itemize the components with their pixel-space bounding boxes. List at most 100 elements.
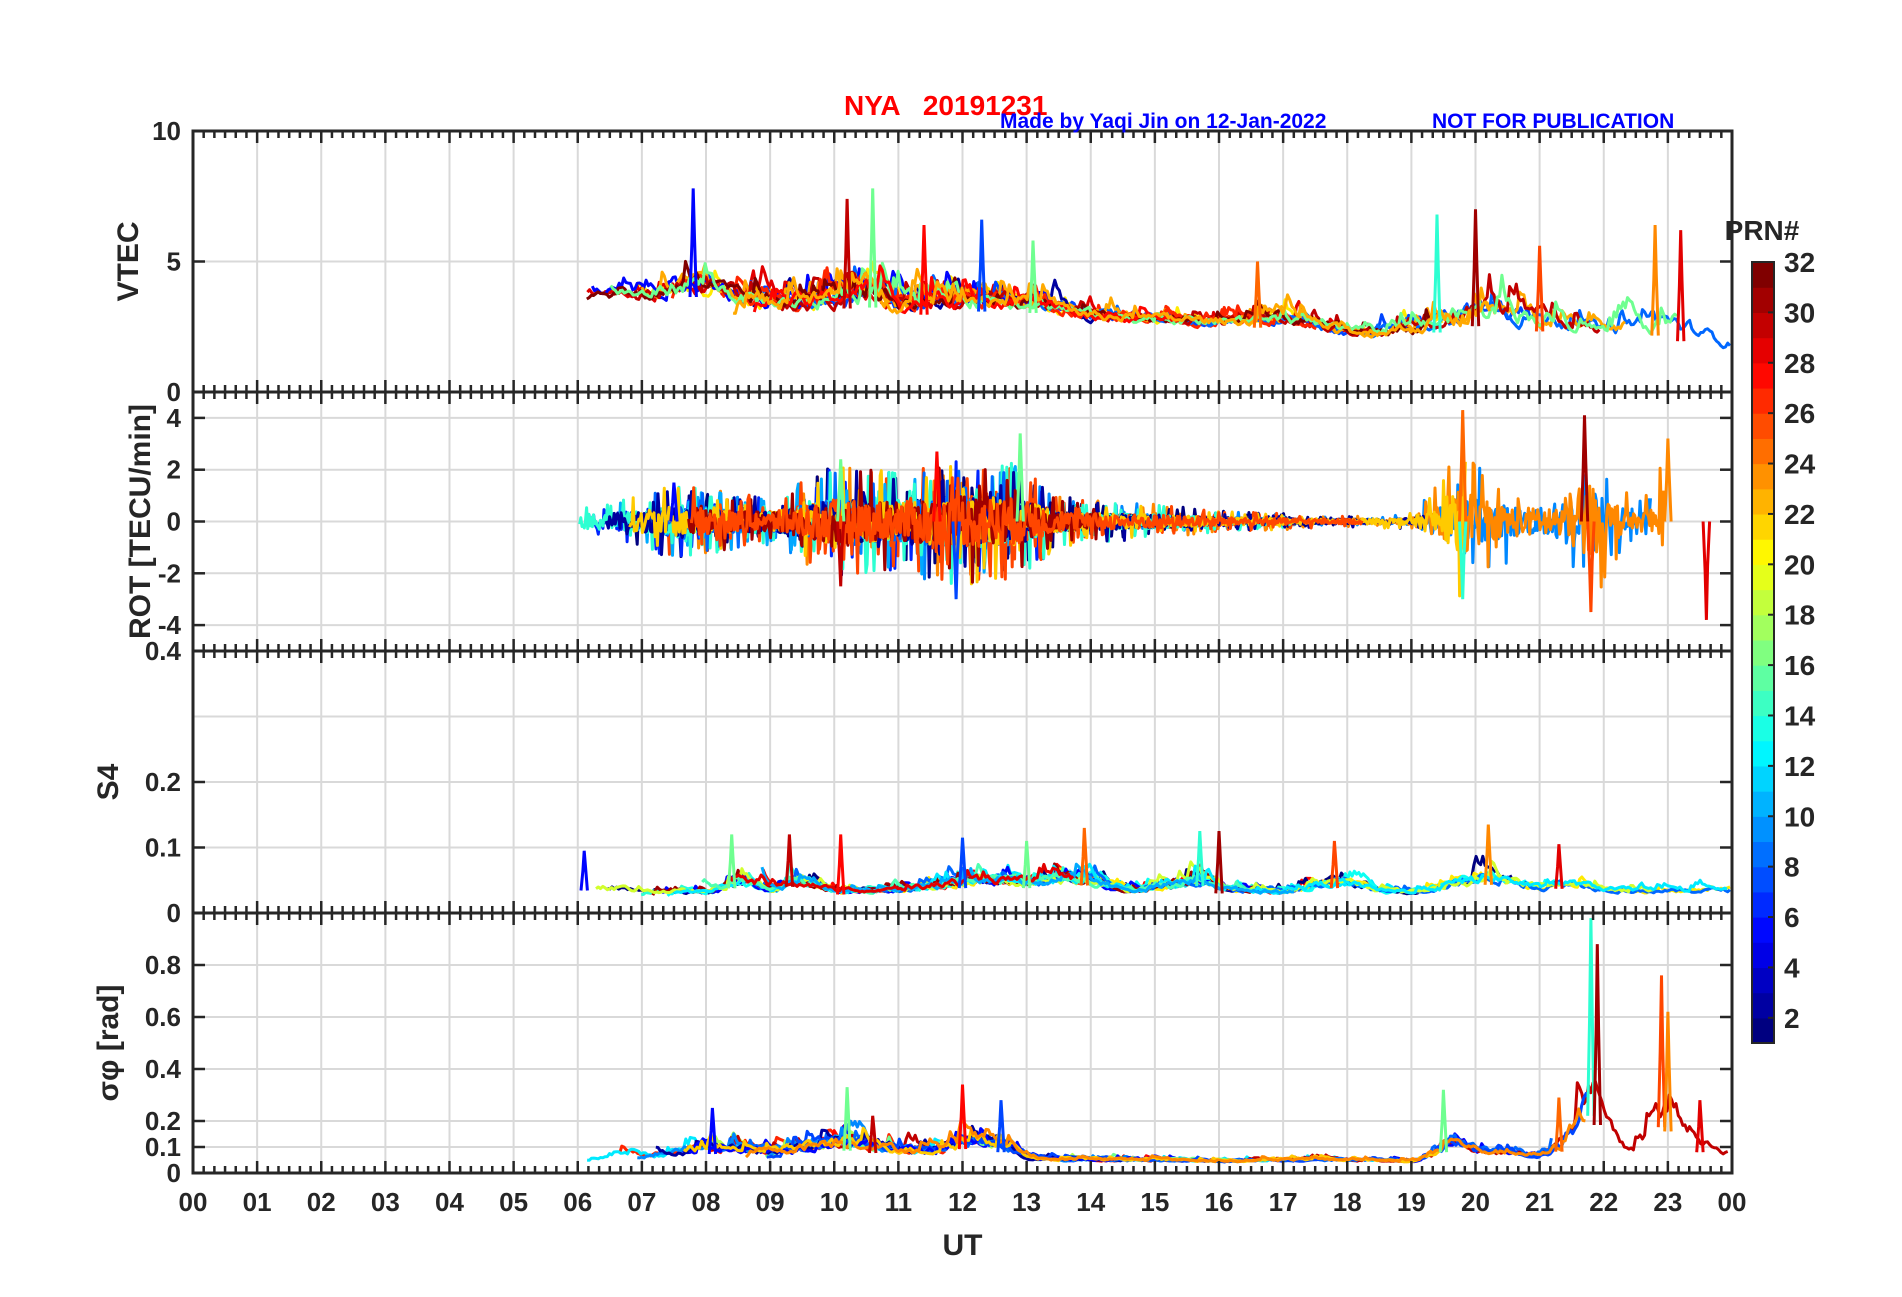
y-tick-label: 0.4 (145, 1054, 182, 1084)
series-spike (836, 459, 846, 522)
y-tick-label: 0 (167, 898, 181, 928)
traces-3 (579, 824, 1731, 897)
colorbar-step (1752, 917, 1774, 943)
series-spike (1554, 1097, 1564, 1152)
colorbar-tick-label: 26 (1784, 398, 1815, 429)
series-spike (977, 219, 987, 312)
series-spike (1579, 415, 1590, 522)
series-spike (1592, 944, 1602, 1126)
x-tick-label: 04 (435, 1187, 464, 1217)
colorbar-tick-label: 16 (1784, 650, 1815, 681)
colorbar-step (1752, 791, 1774, 817)
panel-2: -4 -2 0 2 4 ROT [TECU/min] (124, 390, 1734, 653)
x-tick-label: 18 (1333, 1187, 1362, 1217)
series-spike (1701, 521, 1712, 620)
series-spike (957, 837, 968, 889)
series-spike (1650, 224, 1660, 336)
x-tick-label: 14 (1076, 1187, 1105, 1217)
x-axis-label: UT (943, 1229, 983, 1262)
x-tick-label: 07 (627, 1187, 656, 1217)
colorbar-tick-label: 18 (1784, 600, 1815, 631)
x-tick-label: 09 (756, 1187, 785, 1217)
x-tick-label: 10 (820, 1187, 849, 1217)
colorbar-tick-label: 12 (1784, 751, 1815, 782)
colorbar-step (1752, 1017, 1774, 1044)
series-spike (1663, 1011, 1673, 1132)
x-tick-label: 16 (1205, 1187, 1234, 1217)
colorbar-frame (1751, 261, 1775, 1044)
x-tick-label: 11 (885, 1187, 913, 1217)
colorbar-step (1752, 891, 1774, 918)
x-tick-label: 00 (179, 1187, 208, 1217)
x-tick-label: 06 (563, 1187, 592, 1217)
series-spike (836, 834, 846, 895)
series-spike (919, 224, 929, 315)
series-spike (784, 834, 795, 887)
series-spike (726, 834, 737, 889)
colorbar-step (1752, 287, 1774, 313)
series-spike (868, 1115, 878, 1154)
series-spike (1458, 410, 1468, 522)
colorbar-step (1752, 488, 1774, 515)
y-tick-label: 0.1 (145, 1132, 181, 1162)
colorbar-tick-label: 30 (1784, 297, 1815, 328)
colorbar-step (1752, 866, 1774, 893)
colorbar-step (1752, 539, 1774, 565)
traces-2 (578, 410, 1712, 620)
y-tick-label: 0.8 (145, 950, 181, 980)
series-spike (1586, 521, 1596, 613)
panel-4: 00.10.2 0.4 0.6 0.8 σφ [rad] (92, 911, 1734, 1188)
x-tick-label: 13 (1012, 1187, 1041, 1217)
y-axis-label: VTEC (112, 221, 145, 301)
series-spike (669, 482, 679, 522)
series-spike (1586, 918, 1596, 1116)
series-spike (1663, 438, 1673, 522)
series-line (689, 476, 1364, 581)
colorbar-tick-label: 28 (1784, 348, 1815, 379)
series-spike (842, 198, 852, 309)
colorbar-step (1752, 513, 1774, 540)
x-tick-label: 21 (1525, 1187, 1554, 1217)
y-tick-label: 4 (167, 403, 182, 433)
panel-1: 0 5 10 VTEC (112, 116, 1734, 407)
y-tick-label: 0.4 (145, 636, 182, 666)
x-tick-label: 17 (1269, 1187, 1298, 1217)
y-tick-label: 0.2 (145, 767, 181, 797)
colorbar-step (1752, 942, 1774, 969)
colorbar-tick-label: 8 (1784, 852, 1800, 883)
x-tick-label: 20 (1461, 1187, 1490, 1217)
colorbar-label: PRN# (1725, 215, 1800, 246)
series-spike (707, 1107, 718, 1155)
series-spike (1656, 975, 1667, 1128)
panel-3: 0 0.1 0.2 0.4 S4 (92, 636, 1734, 928)
series-spike (1021, 840, 1032, 889)
colorbar-tick-label: 32 (1784, 247, 1815, 278)
x-tick-label: 05 (499, 1187, 528, 1217)
x-tick-label: 08 (692, 1187, 721, 1217)
colorbar-step (1752, 337, 1774, 364)
colorbar-step (1752, 841, 1774, 868)
series-line (732, 267, 1491, 338)
colorbar-tick-label: 6 (1784, 902, 1800, 933)
colorbar-step (1752, 639, 1774, 666)
series-spike (932, 451, 942, 522)
series-spike (1470, 209, 1481, 327)
y-tick-label: 0.6 (145, 1002, 181, 1032)
y-axis-label: σφ [rad] (92, 985, 125, 1102)
colorbar-tick-label: 14 (1784, 700, 1816, 731)
series-spike (1079, 827, 1089, 886)
x-tick-label: 12 (948, 1187, 977, 1217)
series-spike (1695, 1100, 1705, 1153)
colorbar-step (1752, 438, 1774, 465)
credit-text: Made by Yaqi Jin on 12-Jan-2022 (1000, 110, 1327, 133)
series-spike (842, 1087, 852, 1151)
y-tick-label: 5 (167, 247, 181, 277)
colorbar-step (1752, 589, 1774, 616)
colorbar-step (1752, 816, 1774, 843)
colorbar-step (1752, 312, 1774, 339)
y-tick-label: -2 (158, 558, 181, 588)
x-tick-label: 00 (1718, 1187, 1747, 1217)
y-tick-label: 0 (167, 507, 181, 537)
